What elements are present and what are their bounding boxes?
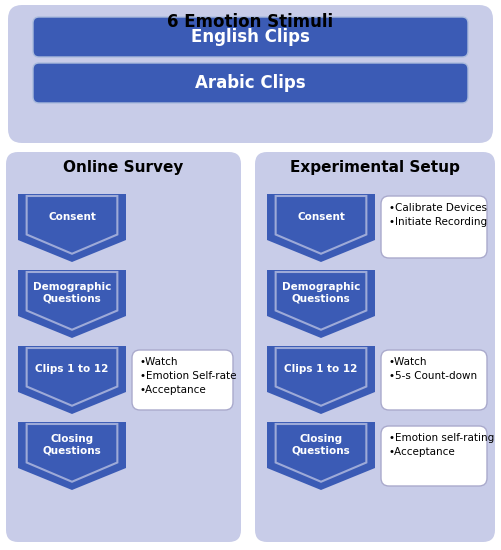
- Polygon shape: [267, 194, 375, 262]
- Text: English Clips: English Clips: [191, 28, 310, 46]
- FancyBboxPatch shape: [255, 152, 495, 542]
- FancyBboxPatch shape: [33, 63, 468, 103]
- Text: Demographic
Questions: Demographic Questions: [282, 282, 360, 304]
- Text: Consent: Consent: [297, 212, 345, 222]
- FancyBboxPatch shape: [33, 17, 468, 57]
- FancyBboxPatch shape: [132, 350, 233, 410]
- Polygon shape: [267, 346, 375, 414]
- Text: Clips 1 to 12: Clips 1 to 12: [35, 364, 109, 374]
- Polygon shape: [18, 422, 126, 490]
- Text: •Emotion self-rating
•Acceptance: •Emotion self-rating •Acceptance: [389, 433, 494, 457]
- Text: 6 Emotion Stimuli: 6 Emotion Stimuli: [167, 13, 334, 31]
- FancyBboxPatch shape: [381, 426, 487, 486]
- FancyBboxPatch shape: [6, 152, 241, 542]
- Text: Online Survey: Online Survey: [63, 160, 184, 175]
- FancyBboxPatch shape: [381, 350, 487, 410]
- Polygon shape: [18, 270, 126, 338]
- Polygon shape: [18, 194, 126, 262]
- Text: Demographic
Questions: Demographic Questions: [33, 282, 111, 304]
- Text: Closing
Questions: Closing Questions: [43, 434, 101, 456]
- Text: •Watch
•5-s Count-down: •Watch •5-s Count-down: [389, 357, 477, 381]
- Text: Arabic Clips: Arabic Clips: [195, 74, 306, 92]
- FancyBboxPatch shape: [8, 5, 493, 143]
- Polygon shape: [267, 422, 375, 490]
- FancyBboxPatch shape: [381, 196, 487, 258]
- Text: •Watch
•Emotion Self-rate
•Acceptance: •Watch •Emotion Self-rate •Acceptance: [140, 357, 236, 395]
- Text: Experimental Setup: Experimental Setup: [290, 160, 460, 175]
- Polygon shape: [267, 270, 375, 338]
- Text: •Calibrate Devices
•Initiate Recording: •Calibrate Devices •Initiate Recording: [389, 203, 487, 227]
- Polygon shape: [18, 346, 126, 414]
- Text: Closing
Questions: Closing Questions: [292, 434, 350, 456]
- Text: Clips 1 to 12: Clips 1 to 12: [284, 364, 358, 374]
- Text: Consent: Consent: [48, 212, 96, 222]
